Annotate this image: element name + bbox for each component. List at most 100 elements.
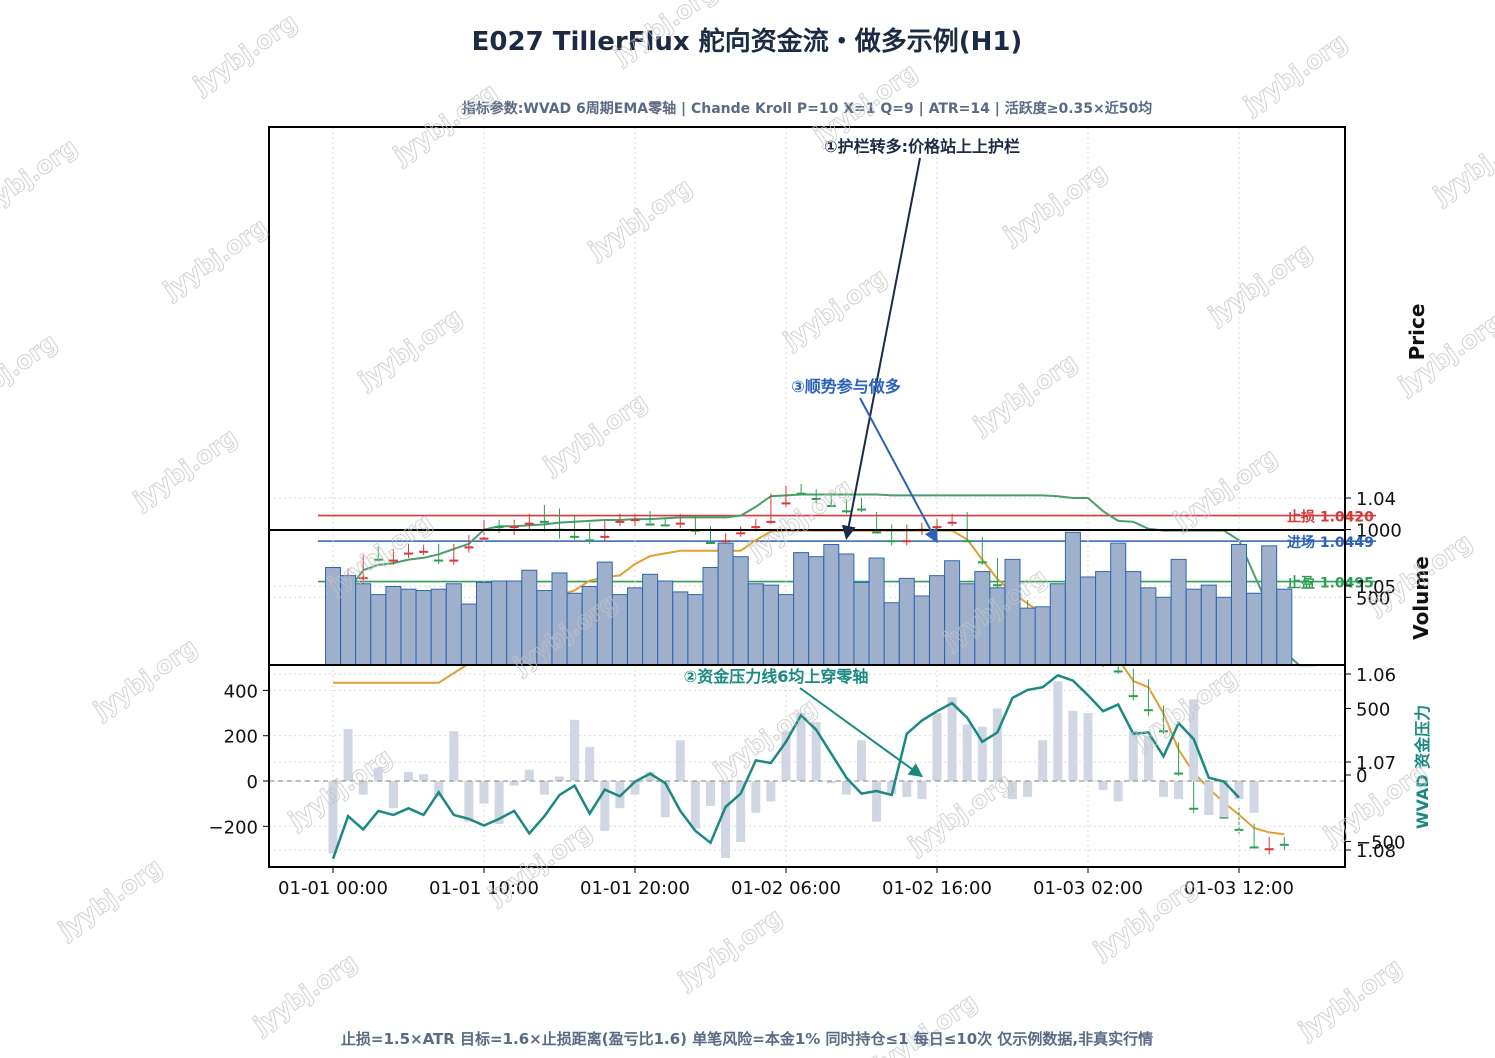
wvad-right-tick-label: −500: [1356, 833, 1405, 854]
volume-bar: [762, 584, 779, 666]
wvad-bar: [1098, 781, 1108, 791]
candle-body: [358, 577, 368, 580]
price-tick-label: 1.08: [1356, 841, 1396, 862]
volume-bar: [1200, 584, 1217, 666]
price-tick-label: 1.06: [1356, 665, 1396, 686]
wvad-left-tick-label: −200: [209, 817, 258, 838]
price-axis-label: Price: [1405, 304, 1429, 361]
watermark-mark: jyybj.org: [1428, 118, 1495, 210]
x-tick-label: 01-03 12:00: [1184, 878, 1294, 899]
wvad-bar: [585, 747, 595, 781]
wvad-bar: [1234, 781, 1244, 800]
volume-bar: [1140, 587, 1157, 666]
wvad-bar: [570, 719, 580, 781]
volume-bar: [355, 583, 372, 666]
wvad-bar: [857, 740, 866, 781]
volume-bar: [778, 594, 794, 666]
level-label-0: 止盈 1.0495: [1287, 575, 1374, 592]
chart-title: E027 TillerFlux 舵向资金流・做多示例(H1): [472, 26, 1023, 57]
volume-bar: [1261, 545, 1278, 666]
volume-bar: [1170, 558, 1187, 666]
watermark-mark: jyybj.org: [1203, 238, 1318, 330]
volume-bar: [1125, 571, 1142, 666]
wvad-frame: [268, 664, 1346, 868]
wvad-left-tick-label: 400: [224, 681, 258, 702]
candle-body: [464, 546, 474, 549]
level-label-2: 止损 1.0420: [1287, 509, 1374, 526]
wvad-bar: [645, 771, 655, 781]
candle-body: [539, 520, 549, 523]
volume-bar: [672, 591, 689, 666]
candle-body: [509, 526, 519, 529]
wvad-bar: [917, 781, 927, 800]
wvad-bar: [1174, 781, 1184, 800]
wvad-bar: [977, 726, 987, 781]
wvad-bar: [887, 781, 897, 795]
wvad-bar: [675, 740, 685, 781]
volume-bar: [868, 557, 885, 666]
wvad-right-tick-label: 0: [1356, 766, 1367, 787]
candle-body: [675, 522, 685, 525]
volume-bar: [642, 573, 659, 666]
x-tick-label: 01-01 00:00: [278, 878, 388, 899]
volume-bar: [1185, 588, 1202, 666]
wvad-bar: [962, 724, 972, 781]
wvad-bar: [1008, 781, 1017, 800]
watermark-mark: jyybj.org: [1128, 663, 1243, 755]
candle-body: [841, 510, 851, 513]
candle-body: [434, 559, 444, 562]
candle-body: [1219, 816, 1229, 819]
wvad-bar: [404, 771, 413, 781]
volume-bar: [627, 587, 643, 666]
wvad-bar: [509, 781, 519, 786]
wvad-bar: [1038, 740, 1048, 781]
volume-bar: [1155, 596, 1172, 666]
wvad-bar: [449, 731, 459, 781]
x-tick-label: 01-01 20:00: [580, 878, 690, 899]
wvad-bar: [630, 781, 640, 795]
price-tick-label: 1.04: [1356, 489, 1396, 510]
watermark-mark: jyybj.org: [1293, 953, 1408, 1045]
wvad-right-tick-label: 500: [1356, 700, 1390, 721]
wvad-bar: [464, 781, 474, 822]
annotation-arrow-3: [799, 687, 924, 778]
wvad-bar: [1219, 781, 1229, 818]
volume-bar: [717, 542, 734, 666]
watermark-mark: jyybj.org: [158, 213, 273, 305]
watermark-mark: jyybj.org: [1238, 28, 1353, 120]
volume-bar: [415, 590, 432, 666]
volume-bar: [702, 567, 719, 666]
wvad-bar: [690, 781, 700, 829]
volume-bar: [1110, 542, 1127, 666]
volume-bar: [430, 588, 447, 666]
wvad-bar: [328, 781, 338, 854]
x-tick-label: 01-03 02:00: [1033, 878, 1143, 899]
wvad-axis-label: WVAD 资金压力: [1413, 705, 1432, 829]
x-tick-label: 01-01 10:00: [429, 878, 539, 899]
x-tick-label: 01-02 06:00: [731, 878, 841, 899]
volume-bar: [460, 603, 477, 666]
wvad-bar: [796, 713, 806, 781]
candle-body: [419, 550, 429, 553]
candle-body: [962, 540, 972, 543]
candle-body: [736, 532, 746, 535]
x-axis: 01-01 00:00 01-01 10:00 01-01 20:00 01-02 0…: [278, 867, 1294, 899]
volume-axis-label: Volume: [1409, 556, 1433, 640]
candle-body: [630, 519, 640, 522]
volume-bar: [793, 552, 810, 666]
watermark-mark: jyybj.org: [778, 263, 893, 355]
wvad-bar: [1128, 731, 1138, 781]
volume-bar: [445, 583, 462, 666]
wvad-bar: [751, 781, 761, 813]
watermark-mark: jyybj.org: [188, 8, 303, 100]
volume-bar: [853, 581, 870, 666]
volume-bar: [1095, 571, 1112, 666]
candle-body: [585, 539, 595, 542]
candle-body: [1279, 843, 1289, 846]
wvad-bar: [841, 781, 851, 795]
candle-body: [1234, 828, 1244, 831]
annotation-arrow-2: [859, 397, 938, 544]
candle-body: [615, 520, 625, 523]
annotation-arrow-1: [841, 157, 921, 540]
